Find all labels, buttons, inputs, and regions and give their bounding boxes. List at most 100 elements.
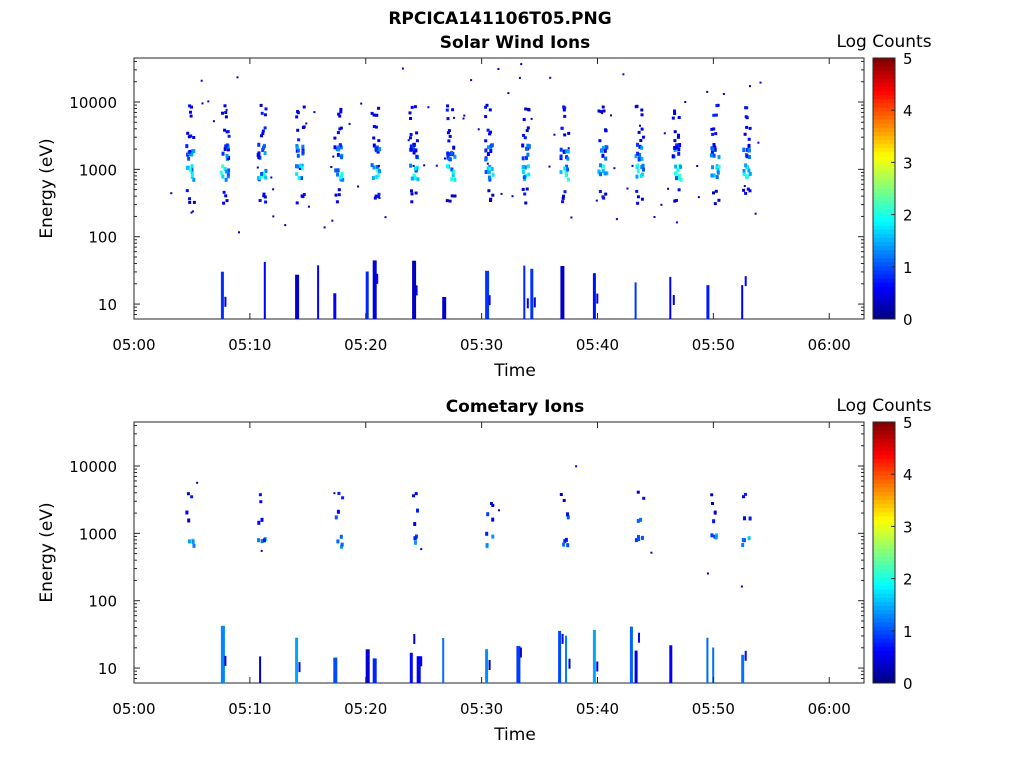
data-cell	[384, 216, 387, 219]
colorbar-step	[873, 458, 895, 464]
data-cell	[598, 190, 602, 193]
data-cell	[447, 156, 451, 161]
colorbar-step	[873, 204, 895, 210]
data-cell	[749, 85, 751, 88]
colorbar-step	[873, 466, 895, 472]
data-cell	[637, 537, 641, 542]
data-cell	[446, 164, 449, 169]
data-cell	[754, 212, 757, 215]
data-cell	[712, 127, 716, 131]
low-energy-column	[295, 637, 299, 683]
colorbar-step	[873, 593, 895, 598]
data-cell	[525, 146, 528, 151]
data-cell	[684, 101, 687, 103]
data-cell	[264, 107, 268, 111]
data-cell	[597, 109, 601, 113]
data-cell	[488, 295, 491, 306]
data-cell	[264, 175, 268, 180]
data-cell	[258, 175, 262, 180]
data-cell	[714, 535, 718, 540]
data-cell	[339, 145, 343, 150]
data-cell	[549, 76, 552, 79]
data-cell	[185, 144, 189, 149]
colorbar-step	[873, 552, 895, 558]
data-cell	[559, 170, 563, 175]
data-cell	[741, 543, 745, 547]
data-cell	[660, 203, 663, 206]
data-cell	[747, 155, 751, 159]
data-cell	[602, 164, 606, 169]
data-cell	[487, 170, 491, 175]
data-cell	[484, 139, 488, 143]
colorbar-frame	[872, 421, 896, 684]
data-cell	[714, 113, 718, 117]
colorbar-step	[873, 143, 895, 149]
data-cell	[673, 139, 677, 143]
data-cell	[678, 143, 682, 147]
colorbar-step	[873, 90, 895, 96]
low-energy-column	[565, 635, 567, 683]
data-cell	[566, 177, 570, 182]
data-cell	[412, 494, 415, 498]
colorbar-step	[873, 617, 895, 623]
data-cell	[435, 164, 438, 167]
data-cell	[560, 126, 564, 130]
data-cell	[452, 169, 456, 174]
data-cell	[563, 114, 567, 118]
colorbar-tick-label: 5	[903, 50, 913, 68]
x-tick-label: 05:50	[692, 336, 735, 354]
data-cell	[636, 518, 640, 523]
x-tick-label: 05:10	[228, 700, 271, 718]
data-cell	[409, 117, 412, 120]
data-cell	[416, 508, 419, 513]
data-cell	[257, 142, 261, 147]
low-energy-column	[706, 637, 709, 683]
low-energy-column	[442, 638, 445, 683]
data-cell	[673, 112, 677, 115]
data-cell	[638, 153, 642, 158]
data-cell	[336, 131, 340, 135]
colorbar-step	[873, 434, 895, 439]
colorbar-step	[873, 217, 895, 222]
data-cell	[488, 177, 492, 182]
low-energy-column	[592, 629, 596, 683]
data-cell	[370, 111, 374, 115]
data-cell	[414, 166, 417, 171]
data-cell	[415, 139, 419, 143]
data-cell	[639, 139, 643, 142]
data-cell	[743, 492, 747, 496]
data-cell	[744, 650, 747, 661]
colorbar-step	[873, 450, 895, 456]
data-cell	[224, 177, 228, 182]
data-cell	[170, 192, 173, 195]
data-cell	[713, 145, 717, 150]
data-cell	[673, 146, 677, 150]
data-cell	[190, 495, 194, 499]
data-cell	[413, 105, 417, 109]
data-cell	[301, 150, 305, 155]
colorbar-step	[873, 306, 895, 312]
data-cell	[372, 113, 376, 117]
data-cell	[711, 502, 714, 505]
data-cell	[227, 134, 231, 138]
data-cell	[600, 148, 604, 153]
data-cell	[523, 165, 527, 170]
data-cell	[412, 173, 416, 178]
data-cell	[747, 143, 751, 148]
data-cell	[410, 192, 414, 196]
colorbar-step	[873, 253, 895, 259]
data-cell	[190, 211, 193, 214]
data-cell	[339, 110, 343, 114]
data-cell	[413, 536, 417, 541]
data-cell	[566, 543, 570, 548]
colorbar-step	[873, 625, 895, 631]
data-cell	[260, 172, 264, 176]
colorbar-step	[873, 225, 895, 230]
data-cell	[717, 155, 721, 159]
data-cell	[567, 147, 570, 150]
data-cell	[336, 172, 339, 177]
data-cell	[339, 107, 343, 111]
data-cell	[452, 145, 456, 150]
data-cell	[297, 175, 301, 180]
data-cell	[225, 143, 229, 148]
